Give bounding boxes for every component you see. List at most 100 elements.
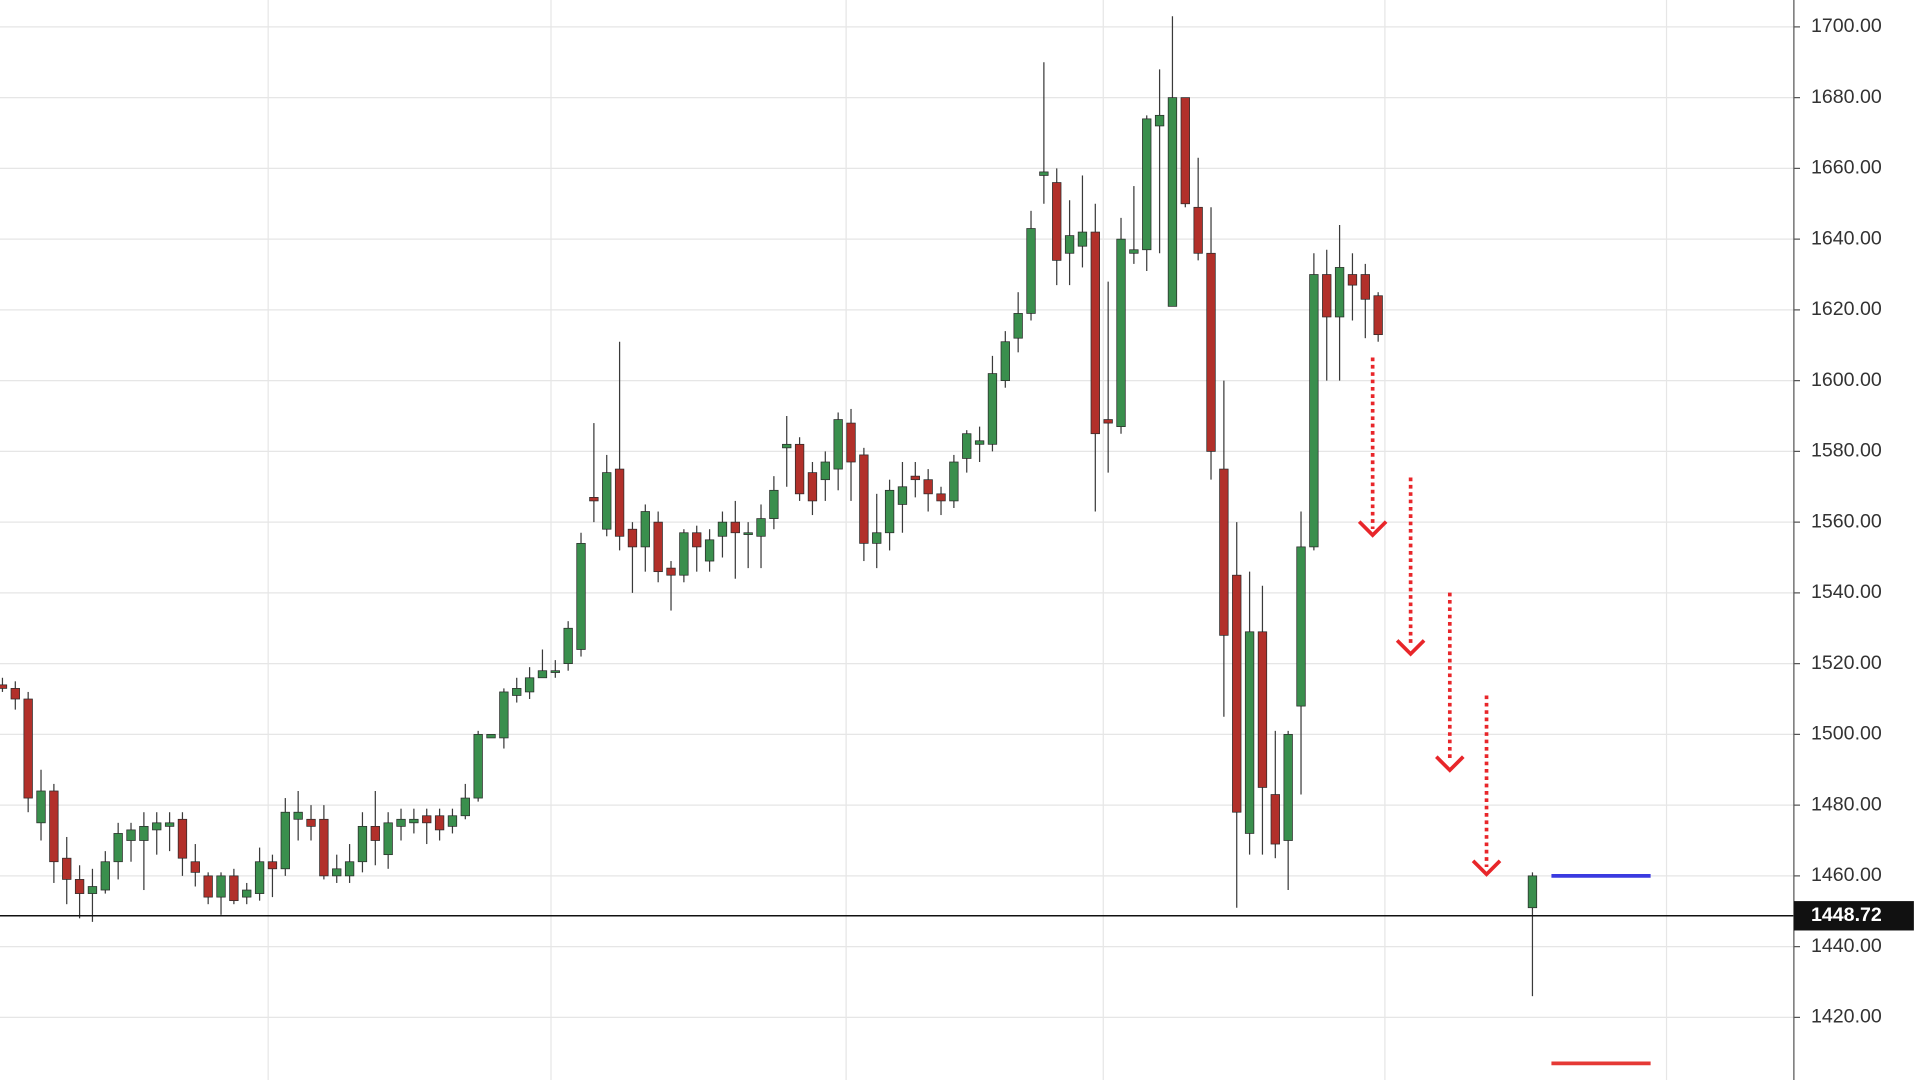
candle-body [537, 670, 548, 679]
y-tick-label: 1540.00 [1811, 581, 1882, 603]
candle-body [820, 461, 830, 481]
candle-body [1322, 274, 1332, 318]
candle-body [974, 440, 985, 445]
candle-body [756, 518, 766, 537]
last-price-label: 1448.72 [1811, 904, 1882, 926]
candle-body [1116, 238, 1126, 427]
y-tick-label: 1560.00 [1811, 510, 1882, 532]
candle-body [1180, 97, 1190, 205]
candle-body [357, 825, 368, 863]
candle-body [306, 818, 316, 827]
candle-body [717, 521, 728, 537]
candle-body [1103, 419, 1113, 424]
candle-body [434, 815, 445, 831]
candle-body [807, 472, 818, 502]
candle-body [1064, 235, 1075, 254]
candle-body [1154, 114, 1165, 127]
candle-body [1283, 734, 1293, 841]
vertical-grid [267, 0, 1668, 1080]
candle-body [62, 857, 72, 880]
candle-body [589, 497, 599, 502]
candle-body [267, 861, 278, 870]
candle-body [872, 532, 882, 544]
candle-body [987, 373, 998, 445]
candle-body [923, 479, 933, 495]
candle-body [447, 815, 458, 827]
candle-body [74, 879, 85, 894]
arrow-head [1471, 859, 1502, 877]
candle-body [113, 833, 123, 863]
candle-body [1360, 274, 1370, 300]
candle-body [666, 567, 676, 576]
candle-body [152, 822, 162, 831]
candle-body [1270, 794, 1280, 845]
candle-body [704, 539, 715, 562]
candle-body [370, 825, 380, 841]
candle-body [1129, 249, 1139, 254]
candle-body [1039, 171, 1049, 176]
candle-body [782, 443, 792, 449]
candle-body [10, 688, 20, 700]
candle-body [743, 532, 753, 535]
candle-body [1052, 182, 1062, 261]
candle-body [1232, 574, 1242, 813]
candle-body [190, 861, 200, 873]
candle-body [910, 475, 920, 481]
candle-body [23, 698, 33, 799]
candle-body [692, 532, 702, 548]
candle-body [884, 489, 895, 534]
candle-body [242, 889, 252, 898]
candle-body [512, 688, 522, 696]
candle-body [486, 734, 496, 739]
candle-body [1373, 295, 1383, 336]
y-tick-label: 1580.00 [1811, 440, 1882, 462]
candle-body [319, 818, 329, 877]
horizontal-grid [0, 26, 1794, 1018]
candle-body [383, 822, 393, 856]
candle-body [0, 684, 8, 689]
candle-body [139, 825, 149, 841]
candle-body [1077, 231, 1088, 247]
candle-body [1257, 631, 1268, 788]
candle-body [1527, 875, 1538, 909]
y-tick-label: 1600.00 [1811, 369, 1882, 391]
candle-body [949, 461, 959, 502]
candle-body [936, 493, 946, 502]
candle-body [409, 818, 419, 824]
candle-body [473, 734, 483, 799]
candle-body [344, 861, 355, 877]
candle-body [794, 443, 805, 495]
candle-body [730, 521, 740, 534]
candle-body [49, 790, 59, 863]
candle-body [524, 677, 535, 693]
candle-body [422, 815, 432, 824]
candle-body [1142, 118, 1152, 251]
candle-body [293, 811, 303, 820]
candle-body [563, 627, 573, 665]
candle-body [846, 422, 856, 463]
candle-body [640, 511, 650, 548]
y-tick-label: 1620.00 [1811, 298, 1882, 320]
candle-body [1334, 267, 1345, 318]
candle-body [679, 532, 689, 576]
candle-body [36, 790, 46, 824]
candle-body [126, 829, 136, 841]
candle-body [614, 468, 625, 537]
y-tick-label: 1680.00 [1811, 86, 1882, 108]
y-tick-label: 1660.00 [1811, 157, 1882, 179]
candle-body [833, 419, 843, 470]
candle-body [396, 818, 406, 827]
candle-body [1309, 274, 1319, 548]
y-tick-label: 1520.00 [1811, 652, 1882, 674]
annotation-arrows [1357, 357, 1502, 877]
candle-body [1244, 631, 1255, 834]
candle-body [1347, 274, 1358, 286]
y-tick-label: 1500.00 [1811, 723, 1882, 745]
candle-body [332, 868, 342, 877]
candle-body [550, 670, 560, 673]
candle-body [627, 528, 638, 548]
candle-body [177, 818, 188, 859]
candle-body [653, 521, 663, 573]
candle-body [254, 861, 265, 894]
